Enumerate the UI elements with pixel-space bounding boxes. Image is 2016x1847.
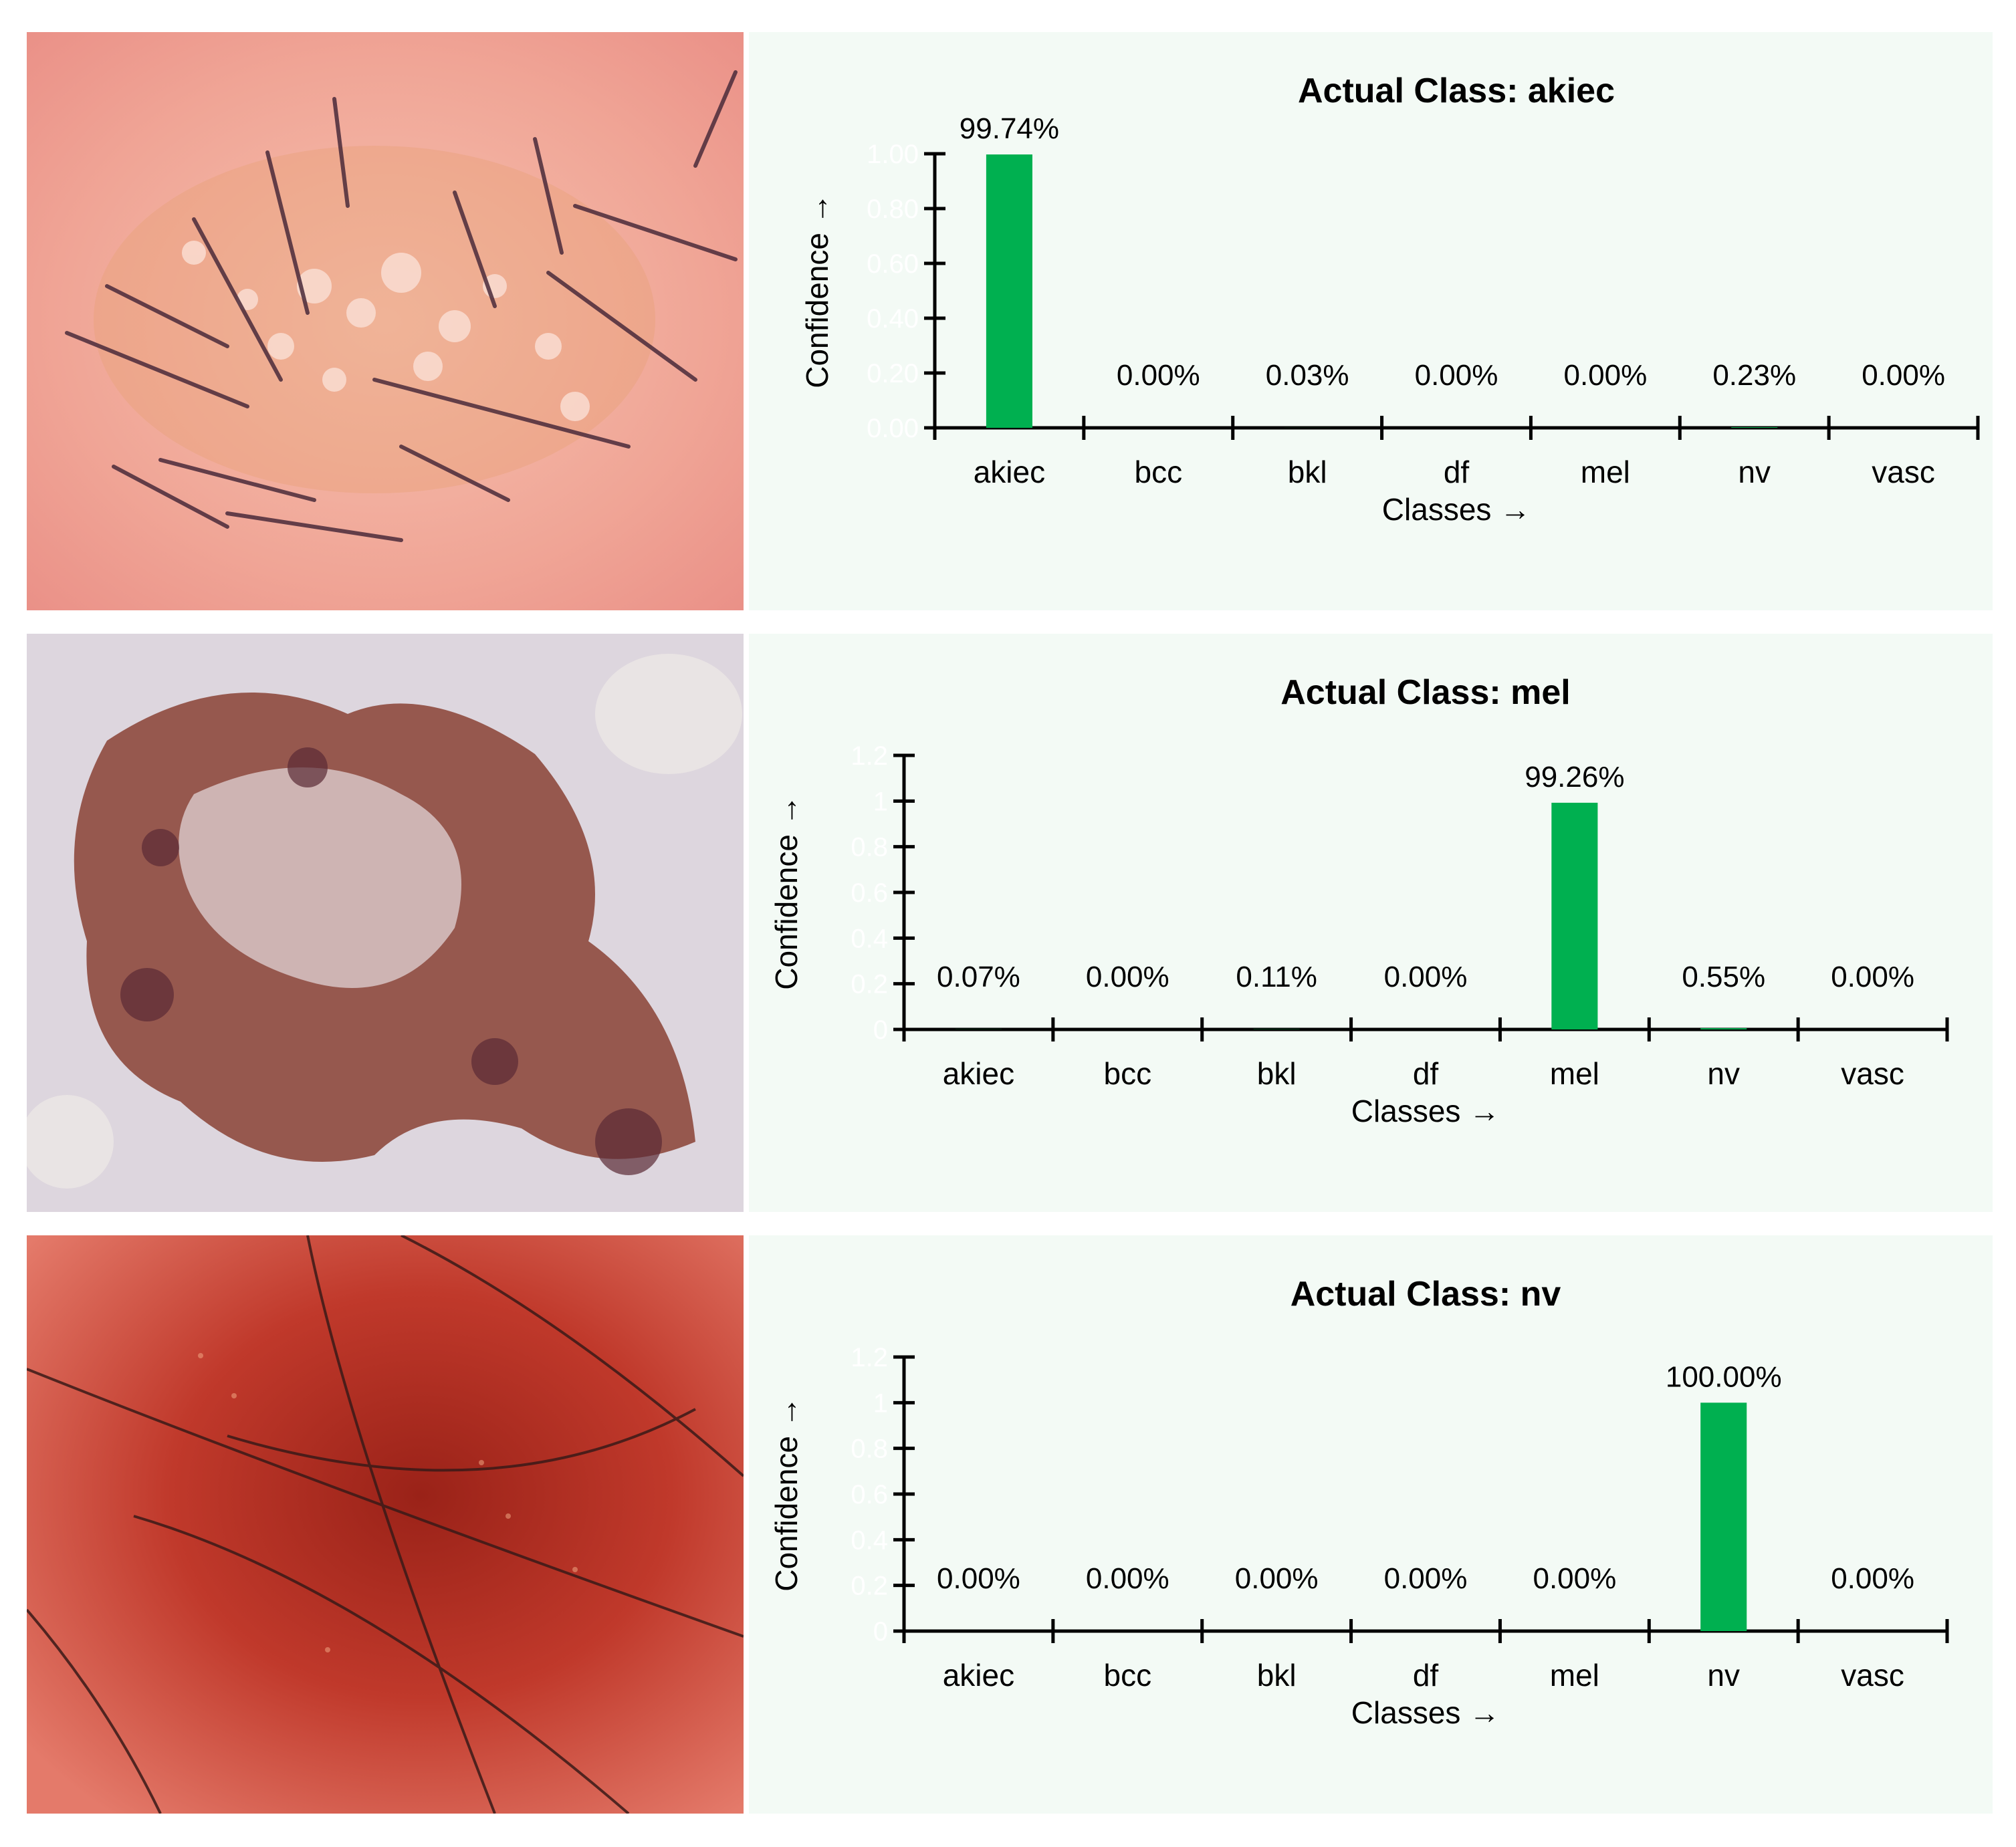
- y-tick-label: 1: [873, 787, 888, 816]
- data-label-akiec: 0.00%: [937, 1562, 1020, 1595]
- x-axis-label: Classes →: [1351, 1695, 1500, 1730]
- x-axis-label: Classes →: [1351, 1094, 1500, 1128]
- y-tick-label: 0.2: [851, 970, 888, 999]
- x-tick-label-akiec: akiec: [943, 1056, 1014, 1091]
- data-label-bkl: 0.11%: [1236, 961, 1317, 993]
- x-tick-label-bcc: bcc: [1103, 1658, 1151, 1693]
- x-tick-label-bkl: bkl: [1257, 1658, 1297, 1693]
- y-tick-label: 0.2: [851, 1572, 888, 1601]
- bar-mel: [1551, 802, 1598, 1029]
- x-tick-label-df: df: [1444, 455, 1470, 489]
- data-label-nv: 100.00%: [1666, 1360, 1782, 1393]
- chart-panel-nv: Actual Class: nv 0 0.2 0.4 0.6 0.8 1 1.2 0.00% ak…: [749, 1235, 1993, 1814]
- data-label-mel: 0.00%: [1533, 1562, 1616, 1595]
- data-label-akiec: 99.74%: [960, 112, 1059, 145]
- y-tick-label: 0: [873, 1015, 888, 1045]
- data-label-nv: 0.55%: [1682, 961, 1765, 993]
- x-tick-label-akiec: akiec: [974, 455, 1045, 489]
- y-tick-label: 1.2: [851, 1343, 888, 1372]
- data-label-akiec: 0.07%: [937, 961, 1020, 993]
- lesion-photo-nv: [27, 1235, 744, 1814]
- x-tick-label-bkl: bkl: [1288, 455, 1327, 489]
- bar-akiec: [986, 154, 1032, 428]
- x-tick-label-bcc: bcc: [1103, 1056, 1151, 1091]
- figure-row-mel: Actual Class: mel 0 0.2 0.4 0.6 0.8 1 1.2 0.07% a…: [27, 634, 1993, 1212]
- y-axis-label: Confidence →: [800, 193, 834, 388]
- data-label-bkl: 0.00%: [1235, 1562, 1319, 1595]
- bar-nv: [1700, 1402, 1747, 1631]
- y-tick-label: 0.80: [867, 195, 919, 224]
- y-tick-label: 0.20: [867, 359, 919, 388]
- y-tick-label: 0.8: [851, 1435, 888, 1464]
- data-label-nv: 0.23%: [1712, 359, 1796, 392]
- y-tick-label: 0.4: [851, 924, 888, 953]
- y-tick-label: 0.6: [851, 878, 888, 908]
- chart-panel-akiec: Actual Class: akiec 0.00 0.20 0.40 0.60 0.80 1…: [749, 32, 1993, 610]
- data-label-df: 0.00%: [1384, 1562, 1468, 1595]
- y-tick-label: 0.60: [867, 249, 919, 279]
- figure-row-akiec: Actual Class: akiec 0.00 0.20 0.40 0.60 0.80 1…: [27, 32, 1993, 610]
- y-tick-label: 1: [873, 1388, 888, 1418]
- data-label-mel: 0.00%: [1563, 359, 1647, 392]
- x-tick-label-bkl: bkl: [1257, 1056, 1297, 1091]
- bar-nv: [1700, 1028, 1747, 1029]
- x-tick-label-df: df: [1413, 1056, 1439, 1091]
- data-label-bkl: 0.03%: [1266, 359, 1349, 392]
- y-tick-label: 0.8: [851, 833, 888, 862]
- data-label-vasc: 0.00%: [1831, 1562, 1914, 1595]
- x-tick-label-bcc: bcc: [1134, 455, 1182, 489]
- chart-panel-mel: Actual Class: mel 0 0.2 0.4 0.6 0.8 1 1.2 0.07% a…: [749, 634, 1993, 1212]
- data-label-df: 0.00%: [1415, 359, 1498, 392]
- data-label-bcc: 0.00%: [1086, 1562, 1169, 1595]
- x-tick-label-nv: nv: [1707, 1056, 1740, 1091]
- chart-title: Actual Class: akiec: [1298, 72, 1615, 110]
- data-label-vasc: 0.00%: [1862, 359, 1945, 392]
- x-tick-label-mel: mel: [1550, 1056, 1599, 1091]
- y-tick-label: 1.2: [851, 741, 888, 771]
- y-tick-label: 0: [873, 1617, 888, 1646]
- figure-row-nv: Actual Class: nv 0 0.2 0.4 0.6 0.8 1 1.2 0.00% ak…: [27, 1235, 1993, 1814]
- x-tick-label-nv: nv: [1738, 455, 1771, 489]
- data-label-bcc: 0.00%: [1086, 961, 1169, 993]
- y-axis-label: Confidence →: [769, 1396, 804, 1592]
- x-tick-label-vasc: vasc: [1841, 1658, 1904, 1693]
- y-tick-label: 1.00: [867, 140, 919, 169]
- data-label-bcc: 0.00%: [1117, 359, 1200, 392]
- chart-title: Actual Class: mel: [1280, 673, 1571, 712]
- y-tick-label: 0.4: [851, 1525, 888, 1555]
- x-tick-label-vasc: vasc: [1841, 1056, 1904, 1091]
- x-tick-label-nv: nv: [1707, 1658, 1740, 1693]
- chart-title: Actual Class: nv: [1291, 1275, 1561, 1314]
- data-label-mel: 99.26%: [1525, 761, 1624, 793]
- x-axis-label: Classes →: [1382, 492, 1531, 527]
- x-tick-label-df: df: [1413, 1658, 1439, 1693]
- x-tick-label-mel: mel: [1550, 1658, 1599, 1693]
- x-tick-label-mel: mel: [1581, 455, 1630, 489]
- x-tick-label-vasc: vasc: [1872, 455, 1935, 489]
- y-tick-label: 0.6: [851, 1480, 888, 1509]
- y-tick-label: 0.40: [867, 304, 919, 334]
- lesion-photo-akiec: [27, 32, 744, 610]
- lesion-photo-mel: [27, 634, 744, 1212]
- data-label-vasc: 0.00%: [1831, 961, 1914, 993]
- bar-nv: [1731, 427, 1778, 428]
- y-axis-label: Confidence →: [769, 795, 804, 990]
- y-tick-label: 0.00: [867, 414, 919, 443]
- x-tick-label-akiec: akiec: [943, 1658, 1014, 1693]
- data-label-df: 0.00%: [1384, 961, 1468, 993]
